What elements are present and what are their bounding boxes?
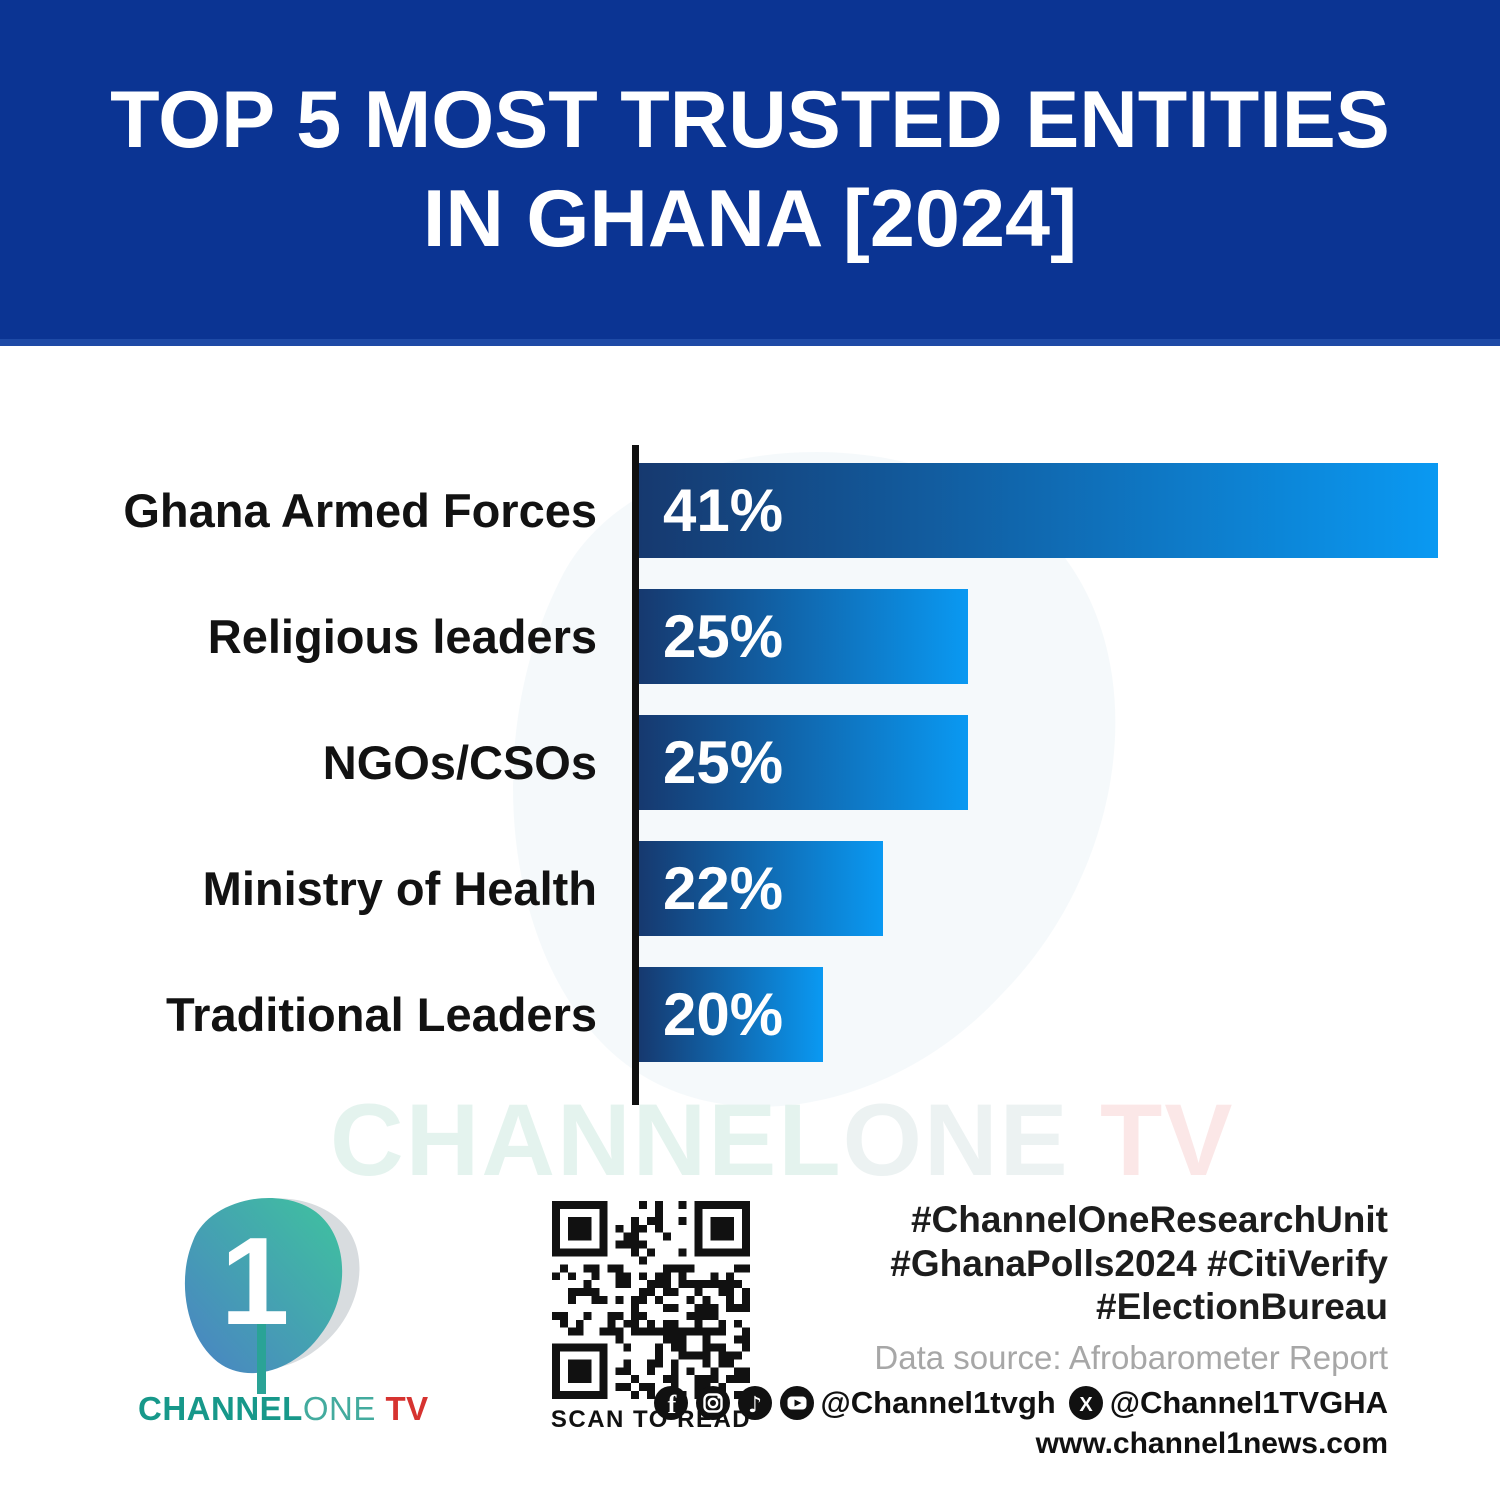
wordmark-channel: CHANNEL xyxy=(138,1390,303,1427)
logo-numeral: 1 xyxy=(221,1213,290,1351)
logo-pebble xyxy=(184,1197,343,1374)
category-label: Traditional Leaders xyxy=(166,988,597,1041)
watermark-text: CHANNELONE TV xyxy=(330,1082,1234,1199)
facebook-icon: f xyxy=(653,1385,688,1420)
data-source-text: Data source: Afrobarometer Report xyxy=(874,1338,1388,1376)
instagram-icon xyxy=(695,1385,730,1420)
hashtag-line: #ChannelOneResearchUnit xyxy=(910,1199,1388,1240)
footer-right-column: #ChannelOneResearchUnit #GhanaPolls2024 … xyxy=(653,1198,1388,1461)
chart-axis-line xyxy=(632,445,639,1105)
svg-text:f: f xyxy=(667,1390,676,1419)
category-label: Ministry of Health xyxy=(202,862,597,915)
bar: 41% xyxy=(639,463,1438,558)
bar: 25% xyxy=(639,589,968,684)
bar: 25% xyxy=(639,715,968,810)
chart-row: Traditional Leaders 20% xyxy=(0,967,1500,1062)
hashtag-line: #GhanaPolls2024 #CitiVerify xyxy=(890,1242,1388,1284)
qr-code xyxy=(552,1201,750,1399)
youtube-icon xyxy=(779,1385,814,1420)
chart-row: Ministry of Health 22% xyxy=(0,841,1500,936)
chart-row: NGOs/CSOs 25% xyxy=(0,715,1500,810)
bar-value-label: 41% xyxy=(663,477,784,544)
bar-value-label: 25% xyxy=(663,603,784,670)
social-row: f ♪ @Channel1tvgh xyxy=(653,1384,1388,1421)
category-label: Ghana Armed Forces xyxy=(123,484,597,537)
bar-value-label: 22% xyxy=(663,855,784,922)
x-twitter-icon: X xyxy=(1068,1385,1103,1420)
social-handle-main: @Channel1tvgh xyxy=(820,1384,1056,1420)
header-banner: TOP 5 MOST TRUSTED ENTITIES IN GHANA [20… xyxy=(0,0,1500,346)
category-label: Religious leaders xyxy=(207,610,597,663)
logo-wordmark: CHANNELONE TV xyxy=(138,1390,428,1428)
page-title-line1: TOP 5 MOST TRUSTED ENTITIES xyxy=(110,74,1390,165)
watermark-tv: TV xyxy=(1069,1083,1235,1197)
bar-value-label: 20% xyxy=(663,981,784,1048)
watermark-channel: CHANNEL xyxy=(330,1083,843,1197)
bar-value-label: 25% xyxy=(663,729,784,796)
chart-row: Ghana Armed Forces 41% xyxy=(0,463,1500,558)
watermark-one: ONE xyxy=(842,1083,1070,1197)
tiktok-icon: ♪ xyxy=(737,1385,772,1420)
chart-row: Religious leaders 25% xyxy=(0,589,1500,684)
wordmark-tv: TV xyxy=(375,1390,429,1427)
page-title-line2: IN GHANA [2024] xyxy=(422,173,1078,264)
bar: 20% xyxy=(639,967,823,1062)
category-label: NGOs/CSOs xyxy=(322,736,597,789)
website-url: www.channel1news.com xyxy=(1035,1426,1388,1460)
logo-numeral-stem xyxy=(257,1324,266,1394)
social-handle-x: @Channel1TVGHA xyxy=(1109,1384,1388,1420)
hashtag-line: #ElectionBureau xyxy=(1096,1286,1388,1328)
wordmark-one: ONE xyxy=(302,1390,376,1427)
bar: 22% xyxy=(639,841,883,936)
svg-text:♪: ♪ xyxy=(748,1393,762,1418)
svg-text:X: X xyxy=(1079,1394,1093,1416)
channel-one-logo: 1 xyxy=(184,1197,360,1394)
